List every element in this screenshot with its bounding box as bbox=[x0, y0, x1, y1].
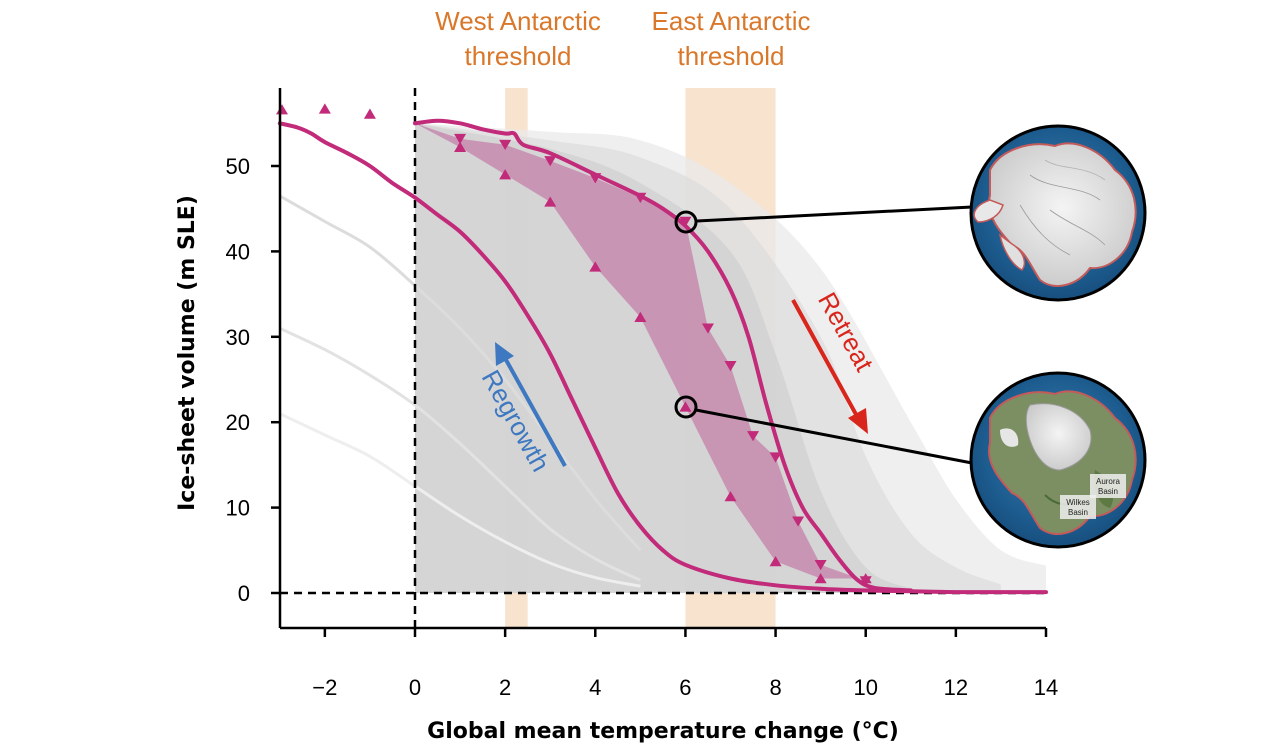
x-axis-title: Global mean temperature change (°C) bbox=[427, 719, 899, 744]
retreat-marker-8 bbox=[747, 431, 760, 442]
background-curve-0 bbox=[280, 194, 642, 552]
threshold-label-east: East Antarctic threshold bbox=[652, 6, 811, 71]
regrowth-marker-0 bbox=[276, 104, 288, 115]
regrowth-marker-12 bbox=[859, 573, 872, 584]
x-tick-label-8: 14 bbox=[1034, 675, 1058, 700]
y-tick-label-3: 30 bbox=[226, 325, 250, 350]
callout-line-lower bbox=[695, 408, 973, 465]
retreat-marker-7 bbox=[724, 361, 737, 372]
retreat-marker-2 bbox=[544, 156, 557, 167]
callout-circle-upper bbox=[674, 210, 698, 234]
background-curve-2 bbox=[280, 412, 641, 588]
y-tick-label-2: 20 bbox=[226, 410, 250, 435]
hysteresis-region bbox=[415, 123, 866, 582]
y-axis-title: Ice-sheet volume (m SLE) bbox=[175, 195, 200, 511]
regrowth-marker-3 bbox=[454, 141, 467, 153]
background-curves bbox=[280, 194, 642, 588]
callout-circle-lower bbox=[674, 395, 698, 419]
antarctica-retreated-map: Aurora Basin Wilkes Basin bbox=[969, 371, 1147, 549]
retreat-marker-5 bbox=[679, 216, 692, 227]
regrowth-curve bbox=[277, 121, 1048, 595]
retreat-marker-1 bbox=[499, 139, 512, 151]
hysteresis-fill bbox=[415, 123, 866, 582]
axes: −2 0 2 4 6 8 10 12 14 0 10 20 30 40 50 bbox=[226, 88, 1058, 700]
y-tick-label-4: 40 bbox=[226, 239, 250, 264]
retreat-marker-0 bbox=[454, 133, 467, 145]
regrowth-marker-2 bbox=[363, 108, 376, 119]
y-tick-label-0: 0 bbox=[238, 581, 250, 606]
retreat-marker-10 bbox=[792, 516, 805, 527]
retreat-marker-4 bbox=[634, 192, 647, 203]
y-tick-label-1: 10 bbox=[226, 496, 250, 521]
regrowth-marker-11 bbox=[814, 573, 827, 584]
x-tick-label-5: 8 bbox=[769, 675, 781, 700]
wilkes-basin-label-2: Basin bbox=[1068, 508, 1088, 517]
regrowth-marker-5 bbox=[544, 196, 557, 207]
data-markers bbox=[276, 103, 872, 587]
aurora-basin-label-2: Basin bbox=[1098, 487, 1118, 496]
background-curve-1 bbox=[280, 326, 642, 582]
x-tick-label-0: −2 bbox=[312, 675, 337, 700]
regrowth-marker-9 bbox=[724, 491, 737, 502]
retreat-marker-3 bbox=[589, 173, 602, 184]
y-tick-label-5: 50 bbox=[226, 154, 250, 179]
regrowth-marker-10 bbox=[769, 556, 782, 567]
antarctica-full-map bbox=[969, 124, 1147, 302]
retreat-marker-11 bbox=[814, 560, 827, 571]
x-tick-label-4: 6 bbox=[679, 675, 691, 700]
wilkes-basin-label: Wilkes bbox=[1066, 498, 1090, 507]
aurora-basin-label: Aurora bbox=[1096, 477, 1121, 486]
x-tick-label-2: 2 bbox=[499, 675, 511, 700]
regrowth-marker-7 bbox=[634, 311, 647, 322]
x-tick-label-1: 0 bbox=[409, 675, 421, 700]
retreat-marker-6 bbox=[701, 323, 714, 334]
threshold-label-east-line2: threshold bbox=[678, 41, 785, 71]
x-tick-label-6: 10 bbox=[853, 675, 877, 700]
regrowth-marker-4 bbox=[499, 169, 512, 180]
threshold-label-west: West Antarctic threshold bbox=[435, 6, 601, 71]
regrowth-arrow bbox=[495, 342, 567, 467]
x-tick-label-3: 4 bbox=[589, 675, 601, 700]
x-tick-label-7: 12 bbox=[944, 675, 968, 700]
threshold-label-west-line1: West Antarctic bbox=[435, 6, 601, 36]
retreat-marker-9 bbox=[769, 452, 782, 463]
threshold-label-west-line2: threshold bbox=[465, 41, 572, 71]
regrowth-marker-1 bbox=[318, 103, 331, 114]
regrowth-marker-6 bbox=[589, 261, 602, 272]
threshold-label-east-line1: East Antarctic bbox=[652, 6, 811, 36]
retreat-arrow bbox=[791, 299, 868, 434]
callout-line-upper bbox=[696, 205, 973, 223]
reference-lines bbox=[280, 88, 1046, 628]
regrowth-marker-8 bbox=[679, 401, 692, 412]
